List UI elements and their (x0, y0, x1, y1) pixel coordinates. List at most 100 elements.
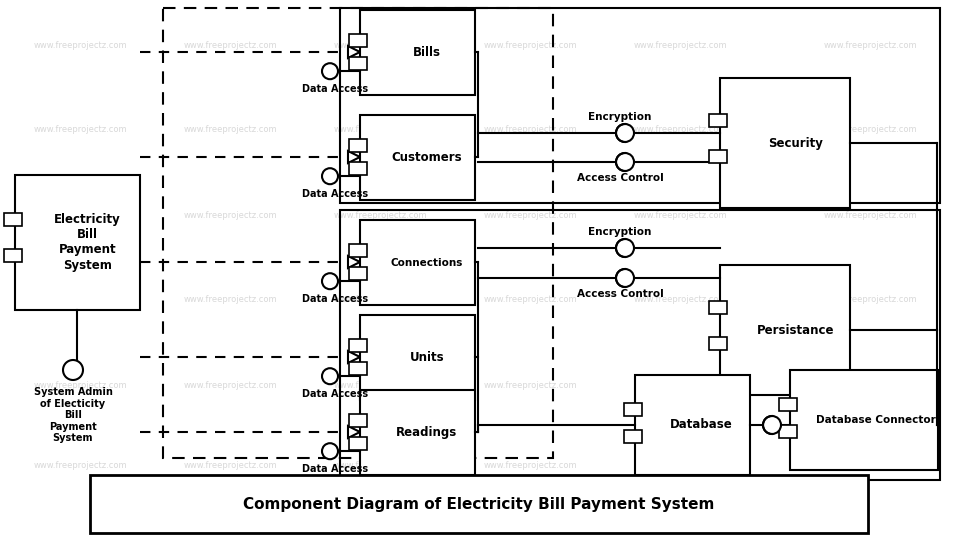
Text: Component Diagram of Electricity Bill Payment System: Component Diagram of Electricity Bill Pa… (244, 496, 715, 512)
Text: www.freeprojectz.com: www.freeprojectz.com (33, 210, 127, 220)
Bar (15, 175, 140, 310)
Text: www.freeprojectz.com: www.freeprojectz.com (184, 380, 277, 389)
Text: www.freeprojectz.com: www.freeprojectz.com (33, 41, 127, 49)
Text: Persistance: Persistance (756, 323, 835, 337)
Text: System Admin
of Electicity
Bill
Payment
System: System Admin of Electicity Bill Payment … (33, 387, 113, 444)
Text: www.freeprojectz.com: www.freeprojectz.com (334, 295, 426, 305)
Text: Connections: Connections (390, 257, 463, 267)
Text: www.freeprojectz.com: www.freeprojectz.com (823, 461, 917, 469)
Circle shape (616, 239, 634, 257)
Bar (624, 403, 642, 416)
Text: www.freeprojectz.com: www.freeprojectz.com (334, 210, 426, 220)
Text: Data Access: Data Access (302, 294, 368, 304)
Text: www.freeprojectz.com: www.freeprojectz.com (33, 295, 127, 305)
Text: www.freeprojectz.com: www.freeprojectz.com (483, 461, 576, 469)
Bar (790, 370, 938, 470)
Text: www.freeprojectz.com: www.freeprojectz.com (633, 210, 727, 220)
Circle shape (616, 153, 634, 171)
Bar (624, 430, 642, 443)
Text: Data Access: Data Access (302, 84, 368, 94)
Text: www.freeprojectz.com: www.freeprojectz.com (823, 41, 917, 49)
Text: Data Access: Data Access (302, 464, 368, 474)
Circle shape (616, 124, 634, 142)
Bar (349, 244, 367, 257)
Bar (4, 249, 22, 262)
Text: Electricity
Bill
Payment
System: Electricity Bill Payment System (54, 214, 120, 272)
Circle shape (763, 416, 781, 434)
Bar (360, 315, 475, 400)
Circle shape (63, 360, 83, 380)
Text: www.freeprojectz.com: www.freeprojectz.com (823, 126, 917, 135)
Text: www.freeprojectz.com: www.freeprojectz.com (483, 210, 576, 220)
Bar (90, 475, 868, 533)
Text: Readings: Readings (396, 426, 457, 439)
Bar (340, 210, 940, 480)
Bar (779, 398, 797, 411)
Text: www.freeprojectz.com: www.freeprojectz.com (483, 126, 576, 135)
Circle shape (322, 168, 338, 184)
Circle shape (322, 63, 338, 79)
Polygon shape (348, 151, 360, 163)
Text: www.freeprojectz.com: www.freeprojectz.com (823, 295, 917, 305)
Text: www.freeprojectz.com: www.freeprojectz.com (633, 461, 727, 469)
Text: Access Control: Access Control (576, 173, 663, 183)
Text: www.freeprojectz.com: www.freeprojectz.com (33, 380, 127, 389)
Polygon shape (348, 256, 360, 268)
Polygon shape (348, 351, 360, 363)
Text: www.freeprojectz.com: www.freeprojectz.com (334, 380, 426, 389)
Text: Units: Units (409, 351, 444, 364)
Text: www.freeprojectz.com: www.freeprojectz.com (334, 461, 426, 469)
Text: www.freeprojectz.com: www.freeprojectz.com (33, 126, 127, 135)
Circle shape (322, 368, 338, 384)
Text: Encryption: Encryption (588, 112, 652, 122)
Text: www.freeprojectz.com: www.freeprojectz.com (823, 210, 917, 220)
Bar (709, 337, 727, 350)
Polygon shape (348, 46, 360, 58)
Bar (360, 115, 475, 200)
Text: Customers: Customers (391, 151, 462, 164)
Bar (779, 425, 797, 438)
Text: www.freeprojectz.com: www.freeprojectz.com (633, 41, 727, 49)
Bar (349, 339, 367, 352)
Text: Bills: Bills (413, 46, 441, 59)
Text: www.freeprojectz.com: www.freeprojectz.com (483, 41, 576, 49)
Circle shape (616, 269, 634, 287)
Text: www.freeprojectz.com: www.freeprojectz.com (334, 126, 426, 135)
Bar (349, 267, 367, 280)
Circle shape (322, 273, 338, 289)
Bar (709, 149, 727, 163)
Bar (340, 8, 940, 203)
Bar (709, 114, 727, 127)
Bar (720, 265, 850, 395)
Text: Access Control: Access Control (576, 289, 663, 299)
Polygon shape (348, 426, 360, 438)
Text: Security: Security (768, 137, 823, 149)
Bar (360, 390, 475, 475)
Text: Data Access: Data Access (302, 389, 368, 399)
Bar (349, 414, 367, 427)
Circle shape (322, 443, 338, 459)
Bar (360, 10, 475, 95)
Bar (635, 375, 750, 475)
Bar (720, 78, 850, 208)
Text: www.freeprojectz.com: www.freeprojectz.com (33, 461, 127, 469)
Text: www.freeprojectz.com: www.freeprojectz.com (184, 41, 277, 49)
Bar (163, 8, 553, 458)
Text: www.freeprojectz.com: www.freeprojectz.com (184, 461, 277, 469)
Text: www.freeprojectz.com: www.freeprojectz.com (334, 41, 426, 49)
Text: www.freeprojectz.com: www.freeprojectz.com (633, 380, 727, 389)
Bar (349, 162, 367, 175)
Bar (4, 213, 22, 226)
Text: www.freeprojectz.com: www.freeprojectz.com (823, 380, 917, 389)
Text: Database: Database (670, 418, 733, 432)
Text: Database Connector: Database Connector (816, 415, 936, 425)
Text: www.freeprojectz.com: www.freeprojectz.com (184, 126, 277, 135)
Text: Data Access: Data Access (302, 189, 368, 199)
Text: www.freeprojectz.com: www.freeprojectz.com (633, 126, 727, 135)
Bar (349, 57, 367, 70)
Bar (349, 362, 367, 375)
Text: www.freeprojectz.com: www.freeprojectz.com (184, 295, 277, 305)
Text: www.freeprojectz.com: www.freeprojectz.com (483, 380, 576, 389)
Bar (349, 34, 367, 47)
Text: www.freeprojectz.com: www.freeprojectz.com (483, 295, 576, 305)
